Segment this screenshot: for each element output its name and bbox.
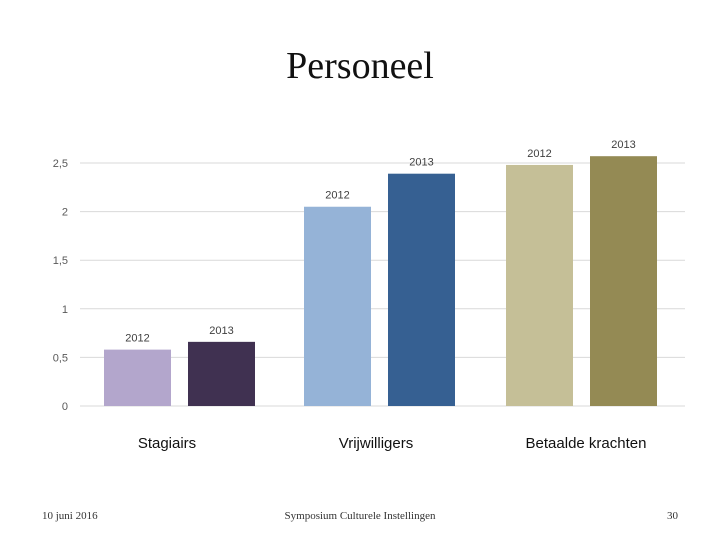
page-number: 30: [667, 510, 678, 522]
bar-2012-0: [104, 349, 171, 406]
bar-2013-1: [388, 173, 455, 406]
data-label: 2012: [325, 190, 349, 202]
bar-2012-1: [304, 206, 371, 406]
y-tick-label: 0: [62, 401, 68, 413]
category-label-stagiairs: Stagiairs: [137, 435, 197, 452]
data-label: 2013: [409, 157, 433, 169]
bar-2013-0: [188, 341, 255, 406]
bar-2012-2: [506, 164, 573, 406]
data-label: 2012: [125, 333, 149, 345]
bar-2013-2: [590, 156, 657, 406]
category-label-betaalde-krachten: Betaalde krachten: [525, 435, 647, 452]
y-tick-label: 0,5: [53, 352, 68, 364]
y-tick-label: 1: [62, 304, 68, 316]
footer-date: 10 juni 2016: [42, 510, 98, 522]
category-label-vrijwilligers: Vrijwilligers: [338, 435, 414, 452]
slide-title: Personeel: [286, 45, 434, 87]
data-label: 2013: [209, 325, 233, 337]
y-tick-label: 1,5: [53, 255, 68, 267]
data-label: 2012: [527, 148, 551, 160]
data-label: 2013: [611, 139, 635, 151]
y-tick-label: 2,5: [53, 158, 68, 170]
y-tick-label: 2: [62, 207, 68, 219]
footer-center: Symposium Culturele Instellingen: [284, 510, 436, 522]
